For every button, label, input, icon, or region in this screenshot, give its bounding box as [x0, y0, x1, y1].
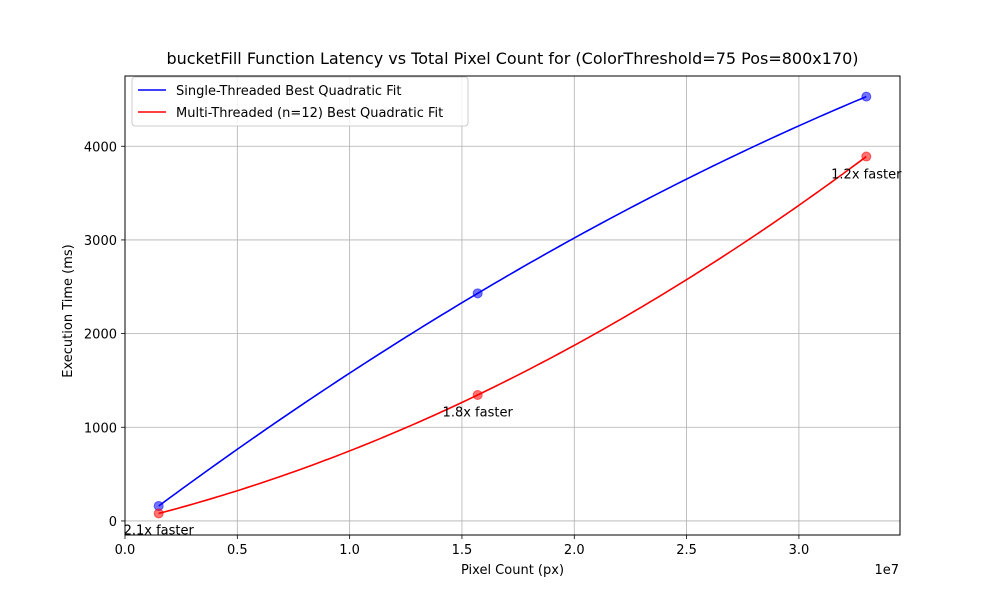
legend-label-multi-threaded: Multi-Threaded (n=12) Best Quadratic Fit — [176, 106, 443, 121]
x-tick-label: 1.5 — [452, 543, 473, 558]
grid-lines — [124, 76, 900, 535]
legend-box — [131, 76, 469, 127]
data-points — [153, 91, 872, 519]
y-tick-label: 0 — [109, 515, 117, 530]
y-axis-label: Execution Time (ms) — [61, 244, 76, 377]
x-tick-label: 0.5 — [227, 543, 248, 558]
x-tick-label: 2.0 — [564, 543, 585, 558]
speedup-annotation: 1.2x faster — [831, 167, 902, 182]
x-axis-offset-label: 1e7 — [874, 563, 899, 578]
series-line-0 — [158, 95, 867, 507]
x-axis-label: Pixel Count (px) — [461, 563, 564, 578]
speedup-annotations: 2.1x faster 1.8x faster 1.2x faster — [124, 167, 903, 538]
data-point-series-1 — [861, 151, 872, 162]
legend: Single-Threaded Best Quadratic Fit Multi… — [131, 76, 469, 127]
data-point-series-1 — [153, 508, 164, 519]
series-line-1 — [158, 155, 867, 515]
x-tick-label: 2.5 — [676, 543, 697, 558]
plot-frame — [124, 75, 901, 536]
legend-label-single-threaded: Single-Threaded Best Quadratic Fit — [176, 84, 401, 99]
fit-curves — [158, 95, 867, 515]
y-tick-label: 4000 — [84, 140, 117, 155]
data-point-series-0 — [861, 91, 872, 102]
data-point-series-1 — [472, 389, 483, 400]
y-axis-ticks: 0 1000 2000 3000 4000 — [84, 140, 125, 530]
y-tick-label: 1000 — [84, 421, 117, 436]
x-tick-label: 0.0 — [115, 543, 136, 558]
y-tick-label: 3000 — [84, 234, 117, 249]
speedup-annotation: 1.8x faster — [443, 405, 514, 420]
data-point-series-0 — [472, 288, 483, 299]
y-tick-label: 2000 — [84, 328, 117, 343]
x-axis-ticks: 0.0 0.5 1.0 1.5 2.0 2.5 3.0 — [115, 535, 810, 558]
speedup-annotation: 2.1x faster — [124, 523, 195, 538]
x-tick-label: 1.0 — [339, 543, 360, 558]
chart-title: bucketFill Function Latency vs Total Pix… — [166, 49, 858, 68]
x-tick-label: 3.0 — [789, 543, 810, 558]
